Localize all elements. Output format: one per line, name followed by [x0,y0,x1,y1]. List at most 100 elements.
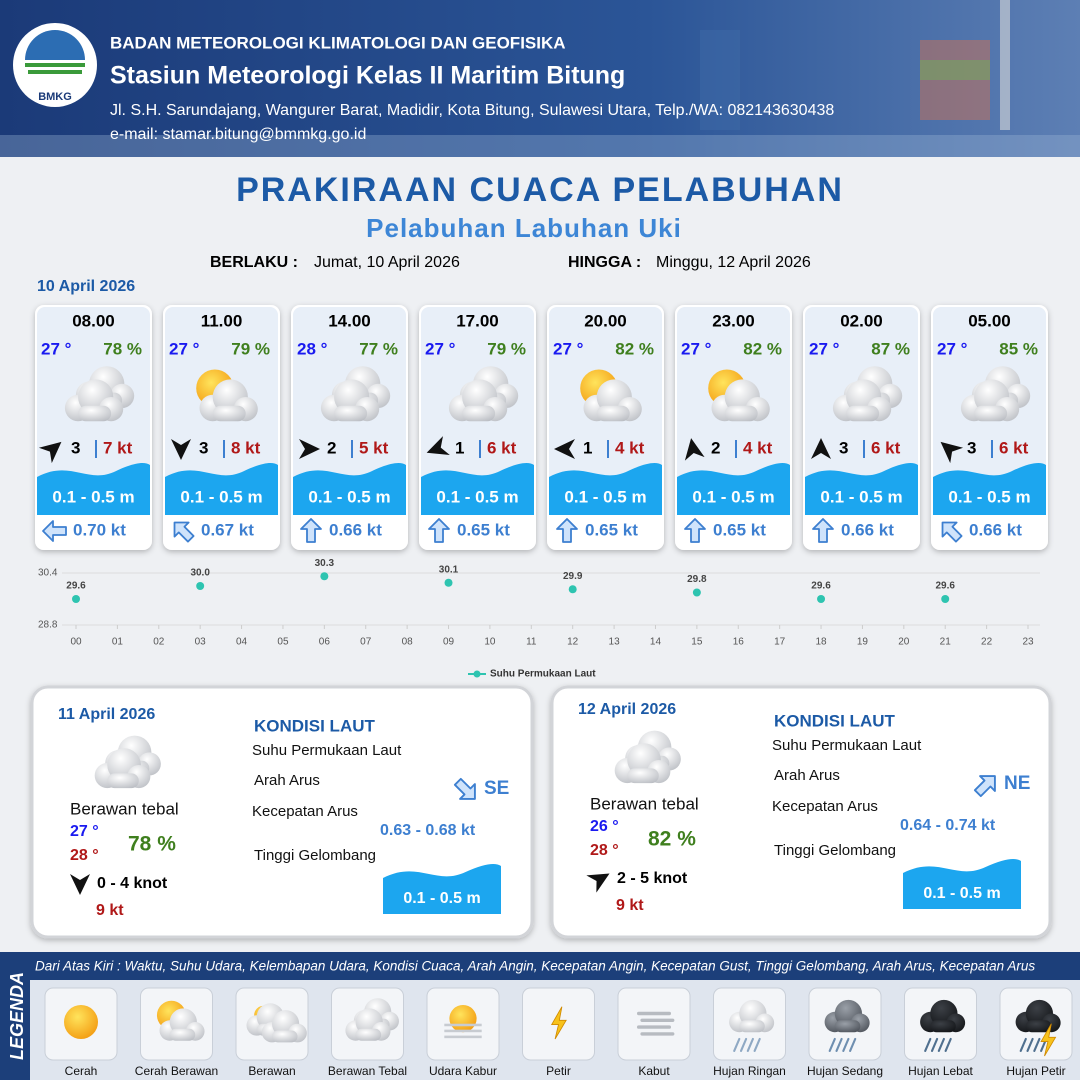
x-tick-label: 00 [70,637,82,648]
separator [351,440,353,458]
weather-icon [614,730,681,784]
wind-arrow [684,438,705,461]
valid-from-label: BERLAKU : [210,254,298,271]
x-tick-label: 09 [443,637,455,648]
station-name: Stasiun Meteorologi Kelas II Maritim Bit… [110,62,625,90]
haze [444,1023,482,1027]
legend-strip [0,952,30,1080]
wind-speed: 3 [199,438,208,457]
x-tick-label: 10 [484,637,496,648]
current-speed: 0.65 kt [585,520,638,539]
x-tick-label: 21 [940,637,952,648]
wave-height: 0.1 - 0.5 m [948,487,1030,506]
cloud-part [1025,1020,1052,1033]
daily-weather: Berawan tebal [70,799,179,818]
sun [64,1005,98,1039]
logo-mark [28,70,82,74]
x-tick-label: 03 [195,637,207,648]
sst-label: 29.9 [563,571,583,582]
gust: 7 kt [103,438,133,457]
gust: 8 kt [231,438,261,457]
sea-label: Tinggi Gelombang [254,847,376,864]
current-speed: 0.67 kt [201,520,254,539]
wave-height: 0.1 - 0.5 m [308,487,390,506]
wave-height: 0.1 - 0.5 m [923,885,1000,902]
separator [223,440,225,458]
sea-label: Arah Arus [254,772,320,789]
time: 17.00 [456,311,499,330]
sst-label: 30.1 [439,564,459,575]
current-speed: 0.63 - 0.68 kt [380,822,476,839]
x-tick-label: 07 [360,637,372,648]
subtitle: Pelabuhan Labuhan Uki [366,213,682,243]
x-tick-label: 19 [857,637,869,648]
x-tick-label: 15 [691,637,703,648]
weather-icon [580,369,642,422]
daily-wind: 0 - 4 knot [97,875,168,892]
weather-icon [156,1000,205,1041]
wave-band [933,463,1046,515]
humidity: 85 % [999,339,1038,358]
legend-item: Cerah Berawan [135,1064,218,1078]
haze [444,1035,482,1039]
sea-label: Kecepatan Arus [252,803,358,820]
wind-arrow [940,441,964,464]
y-tick-label: 28.8 [38,620,58,631]
cloud-part [930,1020,956,1033]
legend-item: Hujan Sedang [807,1064,883,1078]
wind-arrow [426,436,450,455]
current-speed: 0.70 kt [73,520,126,539]
wave-height: 0.1 - 0.5 m [692,487,774,506]
daily-temp-2: 28 ° [70,847,99,864]
daily-temp-2: 28 ° [590,842,619,859]
wave-band [37,463,150,515]
daily-temp-1: 27 ° [70,823,99,840]
cloud-part [846,405,880,422]
wave-band [165,463,278,515]
wave-height: 0.1 - 0.5 m [180,487,262,506]
fog [637,1025,671,1029]
cloud-part [739,1020,765,1033]
rain [733,1037,741,1052]
sea-label: Arah Arus [774,767,840,784]
sst-point [444,578,453,587]
weather-icon [824,999,870,1052]
sst-label: 29.6 [66,581,86,592]
sea-label: Suhu Permukaan Laut [252,742,402,759]
legend-item: Berawan [248,1064,295,1078]
weather-icon [64,1005,98,1039]
title: PRAKIRAAN CUACA PELABUHAN [236,171,844,209]
legend-item: Udara Kabur [429,1064,497,1078]
weather-icon [920,999,966,1052]
x-tick-label: 11 [526,637,537,648]
wind-arrow [171,439,191,460]
logo-mark [25,63,85,67]
current-direction: SE [484,778,509,799]
rain [753,1037,761,1052]
fog [640,1018,675,1022]
time: 08.00 [72,311,115,330]
separator [479,440,481,458]
current-arrow [973,775,996,798]
current-arrow [300,518,322,543]
air-temp: 27 ° [553,339,584,358]
email: e-mail: stamar.bitung@bmmkg.go.id [110,126,366,143]
wave-band [293,463,406,515]
gust: 5 kt [359,438,389,457]
separator [991,440,993,458]
daily-gust: 9 kt [616,897,644,914]
weather-icon [960,366,1031,422]
cloud-part [462,405,496,422]
valid-to-label: HINGGA : [568,254,641,271]
current-arrow [42,520,67,542]
legend-item: Kabut [638,1064,670,1078]
cloud-part [272,1030,298,1043]
rain [937,1037,945,1052]
cloud-part [627,768,659,784]
header-decor [920,60,990,80]
gust: 4 kt [615,438,645,457]
daily-temp-1: 26 ° [590,818,619,835]
x-tick-label: 12 [567,637,579,648]
wind-arrow [70,874,90,895]
weather-icon [708,369,770,422]
